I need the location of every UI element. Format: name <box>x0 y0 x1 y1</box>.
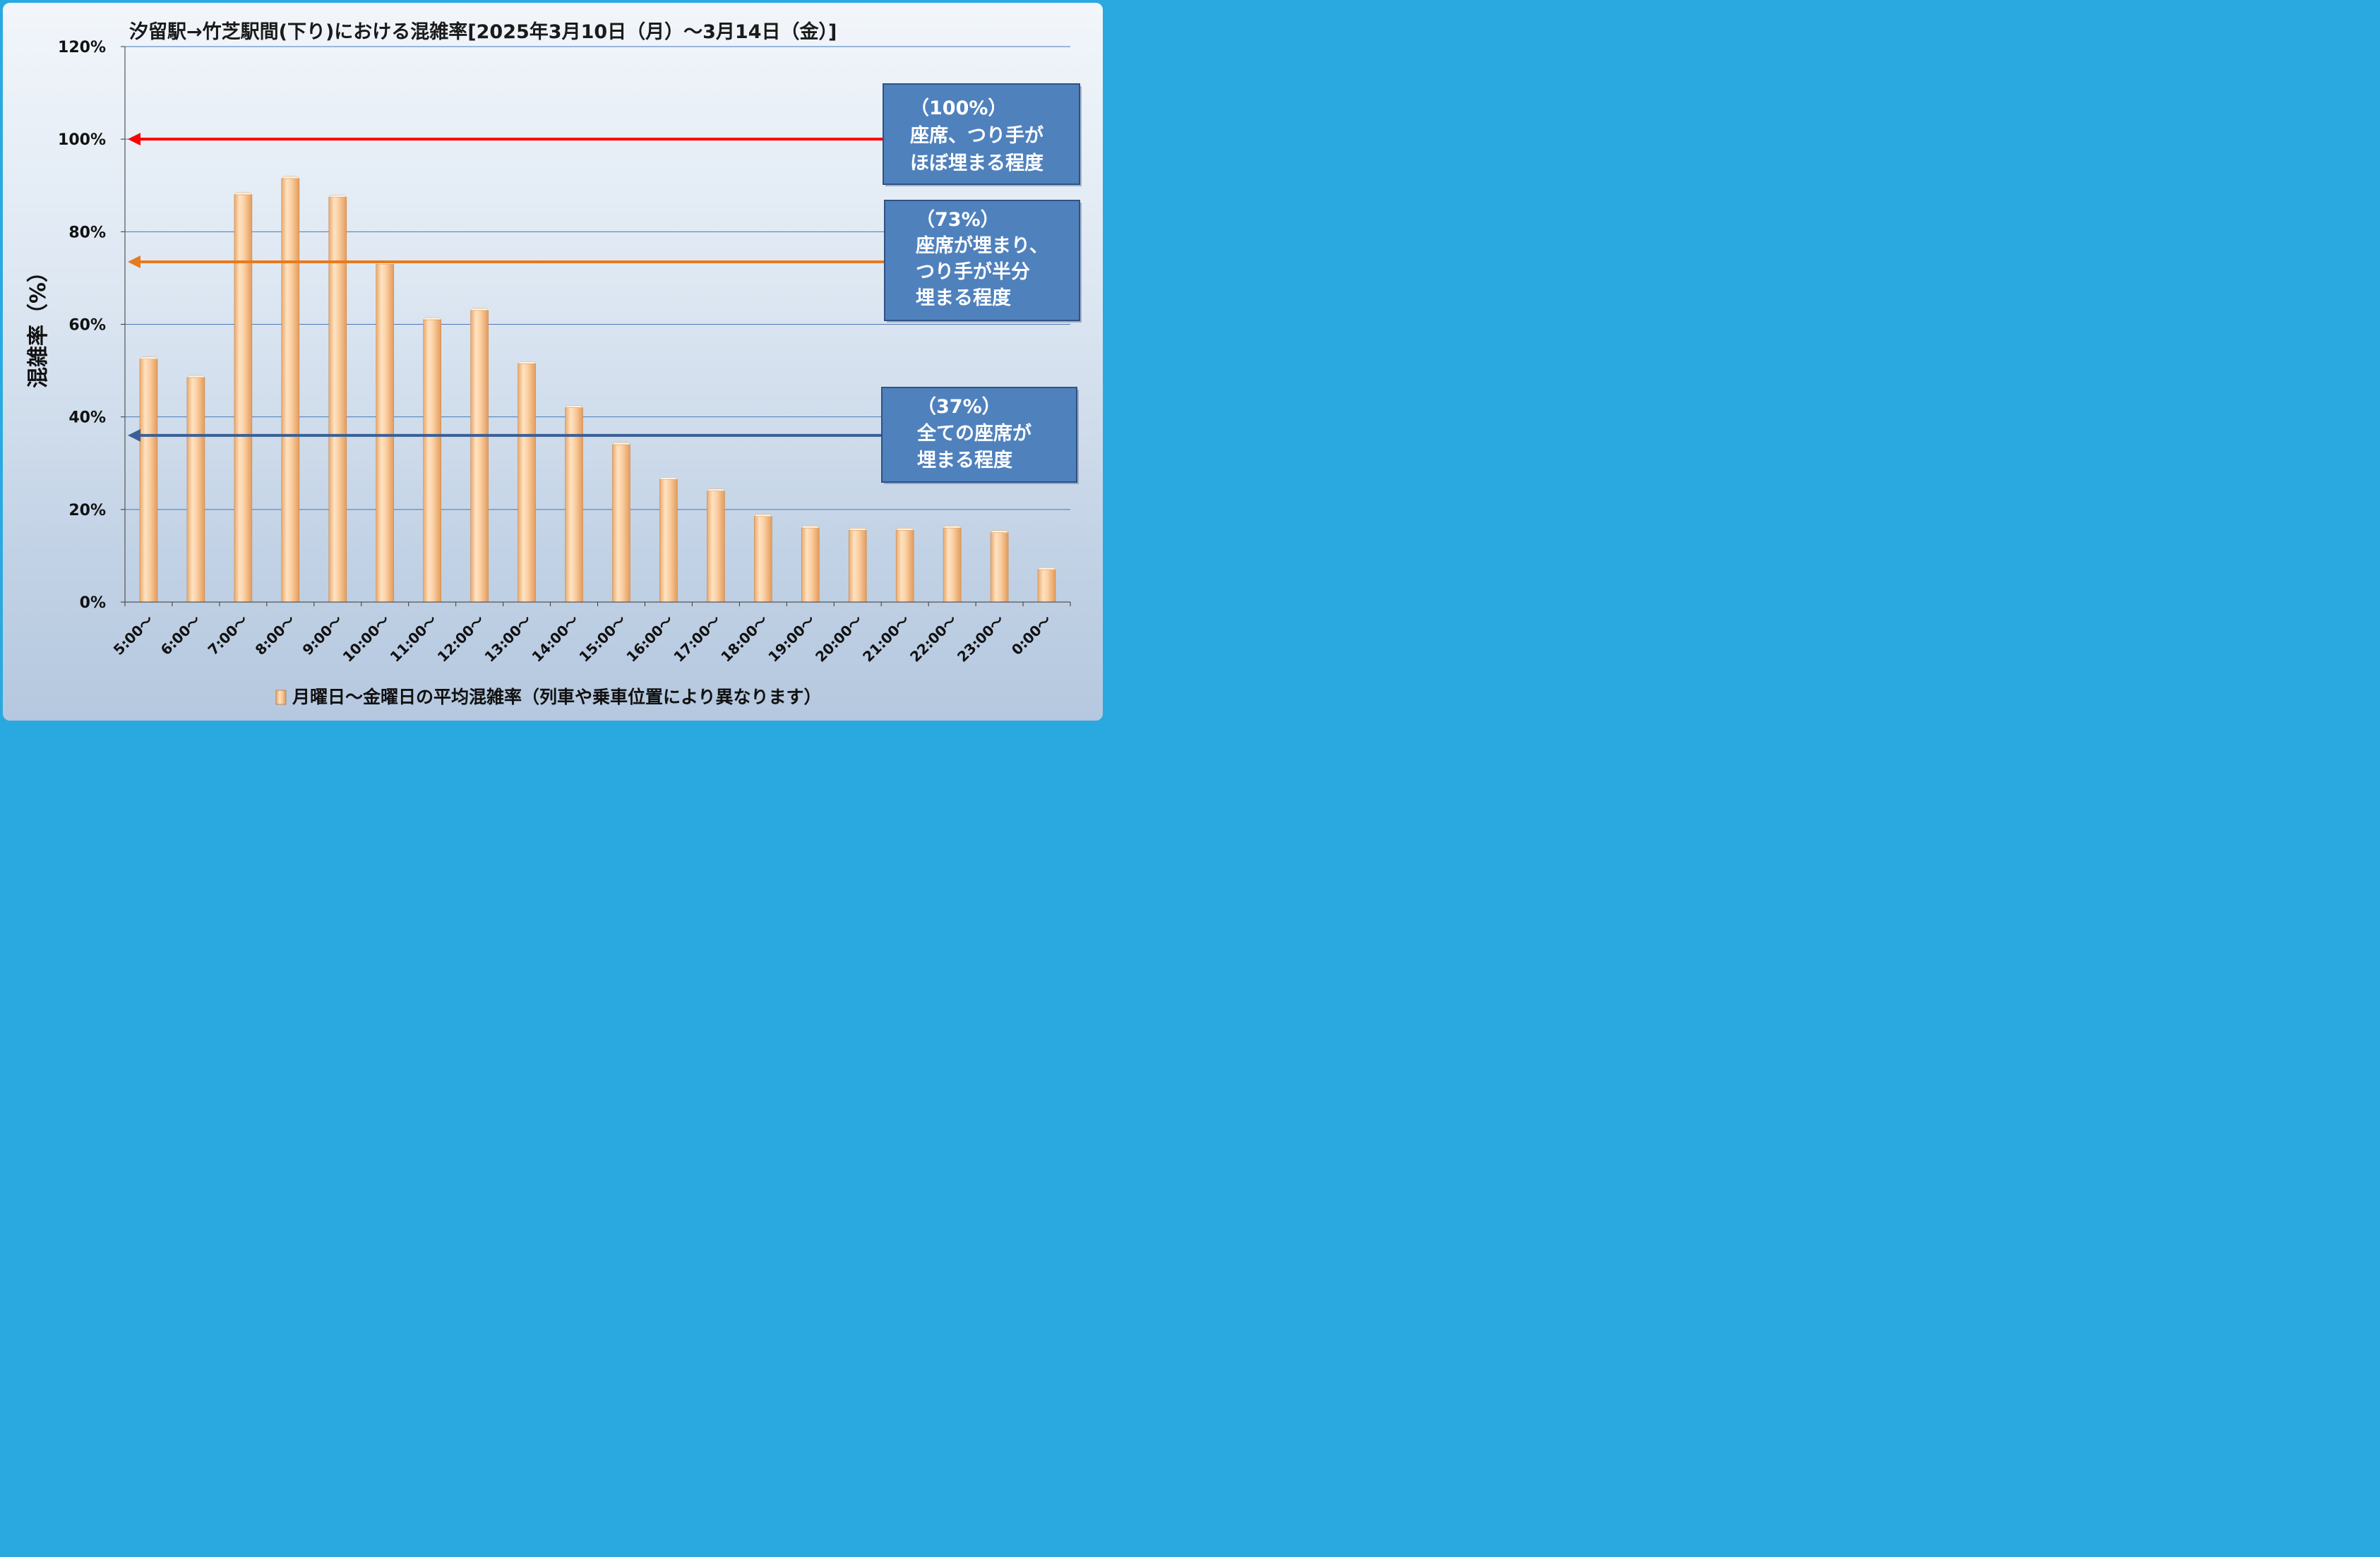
x-tick-label: 8:00～ <box>252 612 299 659</box>
annotation-text: 埋まる程度 <box>917 449 1012 471</box>
chart-title: 汐留駅→竹芝駅間(下り)における混雑率[2025年3月10日（月）～3月14日（… <box>129 20 837 43</box>
bar <box>423 319 441 603</box>
x-tick-label: 10:00～ <box>340 612 393 666</box>
y-tick-label: 80% <box>68 224 106 241</box>
bar <box>328 196 347 603</box>
bar <box>848 530 867 603</box>
bar <box>186 377 205 603</box>
annotation-box <box>883 83 1080 185</box>
bar-top <box>328 194 347 198</box>
x-axis-ticks: 5:00～ 6:00～ 7:00～ 8:00～ 9:00～10:00～11:00～12:… <box>110 602 1071 666</box>
y-axis-ticks: 0% 20% 40% 60% 80% 100% 120% <box>58 39 125 612</box>
bar <box>707 491 725 603</box>
bar-top <box>517 361 537 364</box>
x-tick-label: 11:00～ <box>387 612 441 666</box>
bar <box>943 527 962 603</box>
x-tick-label: 14:00～ <box>528 612 582 666</box>
bar-top <box>186 375 205 378</box>
annotation-text: 埋まる程度 <box>916 287 1011 309</box>
x-tick-label: 19:00～ <box>765 612 818 666</box>
y-tick-label: 120% <box>58 39 106 56</box>
bar-top <box>990 530 1009 533</box>
bar <box>139 359 158 603</box>
bar-top <box>611 442 631 445</box>
reference-arrow-head <box>128 133 140 146</box>
bar <box>1037 569 1056 603</box>
bar-top <box>659 476 678 480</box>
annotation-text: （73%） <box>916 209 1000 231</box>
y-tick-label: 100% <box>58 131 106 149</box>
y-axis-label: 混雑率（%） <box>26 261 51 388</box>
axes <box>124 47 1070 603</box>
congestion-chart: 汐留駅→竹芝駅間(下り)における混雑率[2025年3月10日（月）～3月14日（… <box>26 20 1082 707</box>
x-tick-label: 0:00～ <box>1008 612 1055 659</box>
x-tick-label: 16:00～ <box>623 612 676 666</box>
bar <box>518 363 536 603</box>
x-tick-label: 5:00～ <box>110 612 157 659</box>
y-tick-label: 40% <box>68 409 106 427</box>
bar <box>612 444 630 603</box>
y-tick-label: 0% <box>80 594 106 612</box>
x-tick-label: 15:00～ <box>575 612 629 666</box>
bar-top <box>139 356 158 359</box>
annotation-text: つり手が半分 <box>916 260 1030 283</box>
y-tick-label: 20% <box>68 502 106 519</box>
x-tick-label: 13:00～ <box>481 612 534 666</box>
x-tick-label: 6:00～ <box>157 612 204 659</box>
bar-top <box>423 317 442 320</box>
y-tick-label: 60% <box>68 317 106 335</box>
bar <box>990 532 1009 603</box>
bar <box>754 516 772 603</box>
x-tick-label: 12:00～ <box>434 612 488 666</box>
bar-top <box>848 528 867 531</box>
bar-top <box>564 405 584 408</box>
bar <box>659 479 678 603</box>
annotation-text: （37%） <box>917 396 1001 418</box>
bar <box>470 310 489 603</box>
bar-top <box>470 308 489 311</box>
x-tick-label: 9:00～ <box>299 612 346 659</box>
x-tick-label: 7:00～ <box>205 612 251 659</box>
x-tick-label: 18:00～ <box>717 612 771 666</box>
bar-top <box>234 192 253 196</box>
bars <box>139 176 1056 603</box>
bar <box>234 194 253 603</box>
bar <box>281 178 300 603</box>
legend-swatch <box>275 690 287 705</box>
x-tick-label: 20:00～ <box>812 612 866 666</box>
annotation-box <box>881 387 1077 483</box>
bar <box>801 527 820 603</box>
bar-top <box>706 488 725 491</box>
legend: 月曜日～金曜日の平均混雑率（列車や乗車位置により異なります） <box>275 687 822 707</box>
bar-top <box>753 514 772 517</box>
legend-label: 月曜日～金曜日の平均混雑率（列車や乗車位置により異なります） <box>292 687 822 707</box>
bar-top <box>1037 567 1056 570</box>
annotation-box <box>884 200 1080 321</box>
annotation-text: 全ての座席が <box>916 422 1031 445</box>
reference-arrow-head <box>128 255 140 268</box>
annotation-text: 座席が埋まり、 <box>916 234 1048 257</box>
bar-top <box>281 176 300 179</box>
bar-top <box>895 528 914 531</box>
x-tick-label: 21:00～ <box>859 612 913 666</box>
bar <box>895 530 914 603</box>
x-tick-label: 23:00～ <box>954 612 1007 666</box>
annotation-text: （100%） <box>910 97 1007 119</box>
bar <box>376 263 395 603</box>
bar-top <box>943 525 962 529</box>
bar <box>565 407 583 603</box>
bar-top <box>801 525 820 529</box>
annotation-text: ほぼ埋まる程度 <box>910 152 1044 174</box>
x-tick-label: 17:00～ <box>670 612 724 666</box>
annotation-text: 座席、つり手が <box>910 124 1044 147</box>
x-tick-label: 22:00～ <box>907 612 960 666</box>
reference-arrow-head <box>128 428 140 442</box>
